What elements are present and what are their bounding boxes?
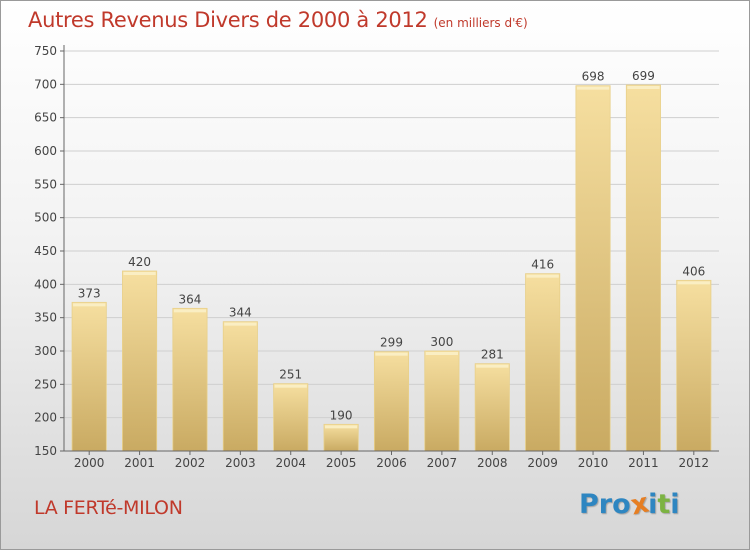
x-tick-label: 2008: [477, 456, 508, 470]
bar-2001: [122, 270, 158, 452]
x-tick-label: 2009: [527, 456, 558, 470]
data-label: 281: [481, 348, 504, 362]
chart-subtitle: (en milliers d'€): [433, 16, 528, 30]
bar-2010: [575, 85, 611, 452]
bar-2012: [676, 279, 712, 452]
bar-2005: [323, 423, 359, 452]
data-label: 190: [330, 408, 353, 422]
y-tick-label: 250: [34, 377, 57, 391]
bar-2007: [424, 350, 460, 452]
x-tick-labels: 2000 2001 2002 2003 2004 2005 2006 2007 2008 2009…: [74, 456, 709, 470]
bar-2003: [222, 321, 258, 452]
y-tick-label: 750: [34, 44, 57, 58]
data-label: 299: [380, 336, 403, 350]
data-label: 420: [128, 255, 151, 269]
data-label: 364: [179, 292, 202, 306]
logo-letter: r: [598, 489, 613, 520]
bar-highlight: [375, 352, 408, 356]
y-tick-label: 200: [34, 411, 57, 425]
bar-highlight: [526, 274, 559, 278]
bar-highlight: [274, 384, 307, 388]
bar-2002: [172, 307, 208, 452]
bar-highlight: [123, 272, 156, 275]
y-tick-label: 400: [34, 277, 57, 291]
data-label: 698: [582, 70, 605, 84]
data-label: 251: [279, 368, 302, 382]
chart-title: Autres Revenus Divers de 2000 à 2012: [28, 8, 428, 32]
bar-highlight: [476, 364, 509, 368]
data-label: 300: [430, 335, 453, 349]
city-name: LA FERTé-MILON: [34, 497, 183, 519]
bar-highlight: [173, 309, 207, 313]
x-tick-label: 2004: [275, 456, 306, 470]
y-tick-labels: 150 200 250 300 350 400 450 500 550 600 650 700 750: [34, 44, 57, 458]
x-tick-label: 2002: [175, 456, 206, 470]
y-tick-label: 150: [34, 444, 57, 458]
logo-letter: P: [579, 489, 599, 520]
proxiti-logo: Proxiti: [579, 488, 680, 522]
y-tick-label: 650: [34, 111, 57, 125]
y-tick-label: 700: [34, 77, 57, 91]
x-tick-label: 2010: [578, 456, 609, 470]
y-tick-label: 500: [34, 211, 57, 225]
data-label: 373: [78, 286, 101, 300]
x-tick-label: 2012: [679, 456, 710, 470]
bar-highlight: [324, 425, 358, 429]
bars: [71, 84, 712, 452]
x-tick-label: 2007: [427, 456, 458, 470]
y-tick-label: 350: [34, 311, 57, 325]
bar-highlight: [73, 303, 106, 307]
bar-2009: [525, 273, 561, 452]
data-label: 406: [682, 264, 705, 278]
logo-letter: o: [612, 489, 631, 520]
bar-highlight: [576, 86, 610, 90]
bar-highlight: [224, 322, 257, 326]
y-tick-label: 600: [34, 144, 57, 158]
title-line: Autres Revenus Divers de 2000 à 2012 (en …: [28, 8, 528, 32]
y-tick-label: 550: [34, 177, 57, 191]
y-tick-label: 450: [34, 244, 57, 258]
data-label: 344: [229, 306, 252, 320]
data-labels: 373 420 364 344 251 190 299 300 281 416 698 699 406: [78, 69, 706, 422]
x-tick-label: 2011: [628, 456, 659, 470]
bar-highlight: [627, 86, 660, 89]
bar-2004: [273, 383, 309, 452]
bar-2008: [474, 363, 510, 452]
bar-2011: [625, 84, 661, 452]
bar-2006: [373, 351, 410, 452]
x-tick-label: 2003: [225, 456, 256, 470]
logo-letter: i: [648, 489, 658, 520]
logo-letter: t: [657, 489, 671, 520]
x-tick-label: 2006: [376, 456, 407, 470]
y-tick-label: 300: [34, 344, 57, 358]
bar-2000: [71, 301, 107, 452]
logo-letter: i: [670, 489, 680, 520]
axes: [60, 45, 719, 455]
data-label: 416: [531, 258, 554, 272]
x-tick-label: 2001: [124, 456, 155, 470]
x-tick-label: 2000: [74, 456, 105, 470]
data-label: 699: [632, 69, 655, 83]
bar-highlight: [677, 281, 710, 285]
x-tick-label: 2005: [326, 456, 357, 470]
bar-highlight: [425, 352, 459, 355]
